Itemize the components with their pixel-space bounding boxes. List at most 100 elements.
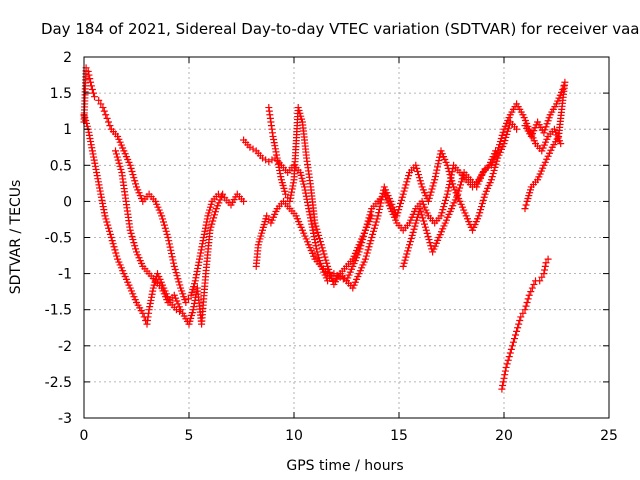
data-point [359,236,367,244]
data-point [442,193,450,201]
data-point [268,156,276,164]
data-point [419,214,427,222]
data-point [504,356,512,364]
data-point [327,271,335,279]
data-point [440,203,448,211]
data-point [442,196,449,204]
data-point [446,171,454,179]
data-point [160,218,167,226]
data-point [475,212,483,220]
data-point [407,235,415,243]
data-point [557,140,565,148]
data-point [422,226,430,234]
data-point [99,203,107,211]
data-point [176,281,184,289]
data-point [512,331,520,339]
data-point [504,127,512,135]
data-point [165,240,173,248]
data-point [128,232,136,240]
data-point [364,217,372,225]
data-point [409,228,417,236]
data-point [447,174,455,182]
data-point [487,176,495,184]
data-point [397,199,404,207]
data-point [96,187,104,195]
data-point [548,143,556,151]
data-point [127,164,135,172]
data-point [444,187,452,195]
data-point [396,203,404,211]
data-point [85,71,93,79]
data-point [434,160,442,168]
data-point [479,196,487,204]
data-point [102,111,110,119]
data-point [492,160,500,168]
data-point [106,122,114,130]
data-point [106,230,114,238]
data-point [536,277,544,285]
data-point [541,126,549,134]
data-point [491,163,499,171]
data-point [398,193,406,201]
data-point [439,206,447,214]
data-point [513,125,521,133]
data-point [499,128,507,136]
y-tick-label: -3 [58,411,72,427]
data-point [322,256,330,264]
data-point [317,241,325,249]
data-point [530,280,538,288]
data-point [445,167,453,175]
data-point [360,232,368,240]
series-track-d [240,136,376,285]
data-point [425,236,433,244]
data-point [159,215,167,223]
data-point [375,205,383,213]
data-point [538,273,546,281]
series-track-i [498,255,552,393]
data-point [458,175,466,183]
data-point [362,252,370,260]
data-point [312,222,320,230]
data-point [315,231,323,239]
data-point [515,320,523,328]
data-point [88,85,96,93]
data-point [116,162,124,170]
data-point [427,188,435,196]
data-point [528,284,536,292]
data-point [404,175,412,183]
data-point [111,246,119,254]
data-point [501,371,509,379]
data-point [219,190,227,198]
grid [84,57,609,418]
data-point [211,208,219,216]
data-point [508,342,516,350]
data-point [433,166,441,174]
data-point [365,243,373,251]
data-point [443,190,451,198]
data-point [164,234,172,241]
data-point [169,256,177,264]
data-point [499,378,507,386]
data-point [95,96,103,104]
data-point [375,209,383,217]
data-point [490,166,498,174]
data-point [480,193,488,201]
data-point [478,203,485,211]
data-point [93,172,101,180]
y-tick-label: -1.5 [45,303,72,319]
data-point [262,156,270,164]
data-point [370,227,377,235]
data-point [364,246,372,254]
data-point [477,206,485,214]
data-series [80,64,569,393]
data-point [160,221,168,229]
data-point [448,177,456,185]
data-point [97,100,105,108]
data-point [542,123,550,131]
data-point [113,153,121,161]
data-point [162,227,170,235]
axis-ticks: 0 5 10 15 20 25 -3 -2.5 -2 -1.5 -1 -0.5 0 0.5 1 1.5 2 [45,50,618,444]
y-axis-label: SDTVAR / TECUs [8,180,24,295]
data-point [103,218,111,226]
data-point [430,179,438,187]
